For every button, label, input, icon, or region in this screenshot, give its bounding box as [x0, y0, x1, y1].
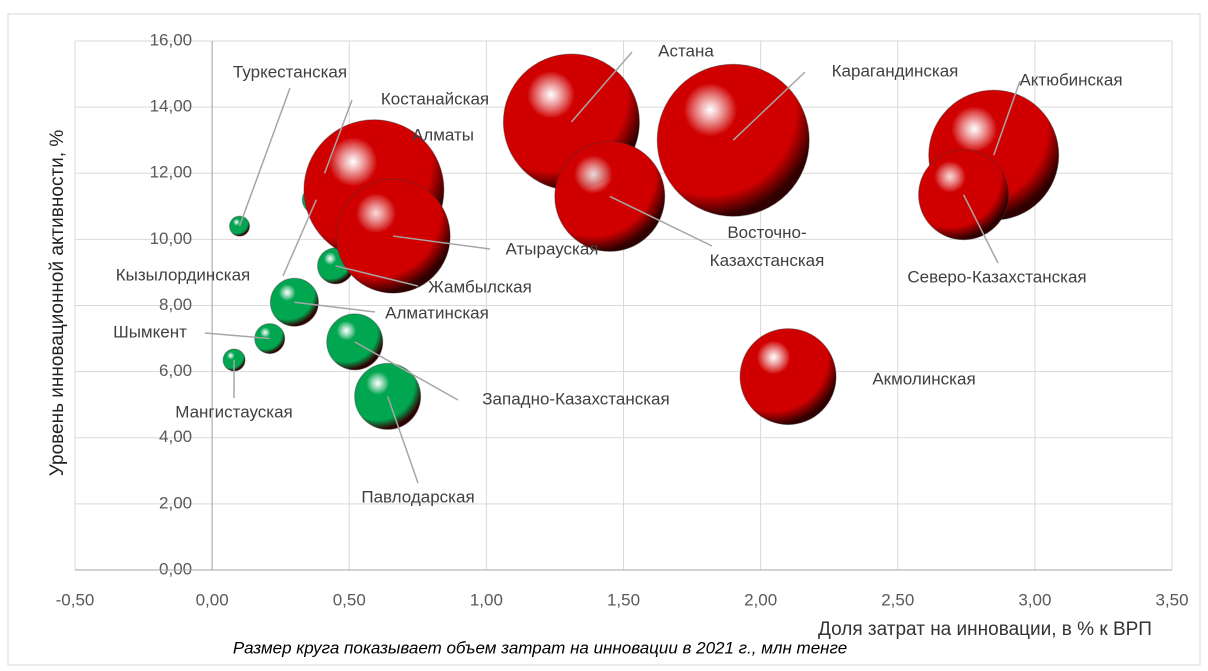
bubble-label: Павлодарская [361, 487, 474, 506]
leader-line [393, 235, 491, 250]
bubble-label: Северо-Казахстанская [907, 267, 1086, 286]
x-axis-title: Доля затрат на инновации, в % к ВРП [818, 619, 1152, 640]
x-tick-label: 1,50 [607, 590, 640, 609]
leader-line [962, 194, 999, 264]
x-tick-label: -0,50 [56, 590, 95, 609]
y-axis-title: Уровень инновационной активности, % [47, 130, 68, 477]
bubble-label: Западно-Казахстанская [482, 389, 669, 408]
leader-line [732, 71, 806, 141]
bubble-label: Восточно-Казахстанская [710, 223, 825, 270]
x-tick-label: 0,00 [196, 590, 229, 609]
bubble-label: Туркестанская [233, 62, 347, 81]
leader-line [570, 51, 633, 123]
bubble-label: Кызылординская [116, 265, 251, 284]
bubble-label: Астана [658, 41, 714, 60]
bubble-label: Жамбылская [428, 277, 532, 296]
bubble-label: Карагандинская [832, 61, 959, 80]
x-tick-label: 0,50 [333, 590, 366, 609]
bubble-label: Алматы [412, 125, 474, 144]
leader-line [238, 87, 291, 227]
y-tick-label: 14,00 [150, 97, 193, 116]
x-tick-label: 3,50 [1155, 590, 1188, 609]
leader-line [354, 341, 459, 401]
bubble [739, 328, 837, 426]
y-tick-label: 12,00 [150, 163, 193, 182]
leader-line [609, 195, 713, 247]
leader-line [335, 265, 419, 287]
bubble-label: Шымкент [113, 322, 187, 341]
y-tick-label: 16,00 [150, 30, 193, 49]
leader-line [993, 80, 1021, 156]
x-tick-label: 1,00 [470, 590, 503, 609]
leader-line [323, 99, 353, 174]
y-tick-label: 8,00 [159, 295, 192, 314]
y-tick-label: 0,00 [159, 559, 192, 578]
bubble-label: Акмолинская [872, 369, 975, 388]
y-tick-label: 2,00 [159, 493, 192, 512]
bubble-label: Костанайская [381, 89, 489, 108]
leader-line [386, 396, 419, 484]
leader-line [282, 199, 318, 277]
note: Размер круга показывает объем затрат на … [233, 638, 847, 657]
x-tick-label: 2,00 [744, 590, 777, 609]
y-tick-label: 6,00 [159, 361, 192, 380]
y-tick-label: 10,00 [150, 229, 193, 248]
bubble-label: Мангистауская [175, 402, 293, 421]
bubble-label: Атырауская [506, 239, 599, 258]
x-tick-label: 3,00 [1018, 590, 1051, 609]
x-tick-label: 2,50 [881, 590, 914, 609]
bubble-label: Актюбинская [1019, 70, 1122, 89]
y-tick-label: 4,00 [159, 427, 192, 446]
leader-line [294, 301, 376, 313]
leader-line [204, 332, 270, 340]
bubble-label: Алматинская [385, 303, 489, 322]
